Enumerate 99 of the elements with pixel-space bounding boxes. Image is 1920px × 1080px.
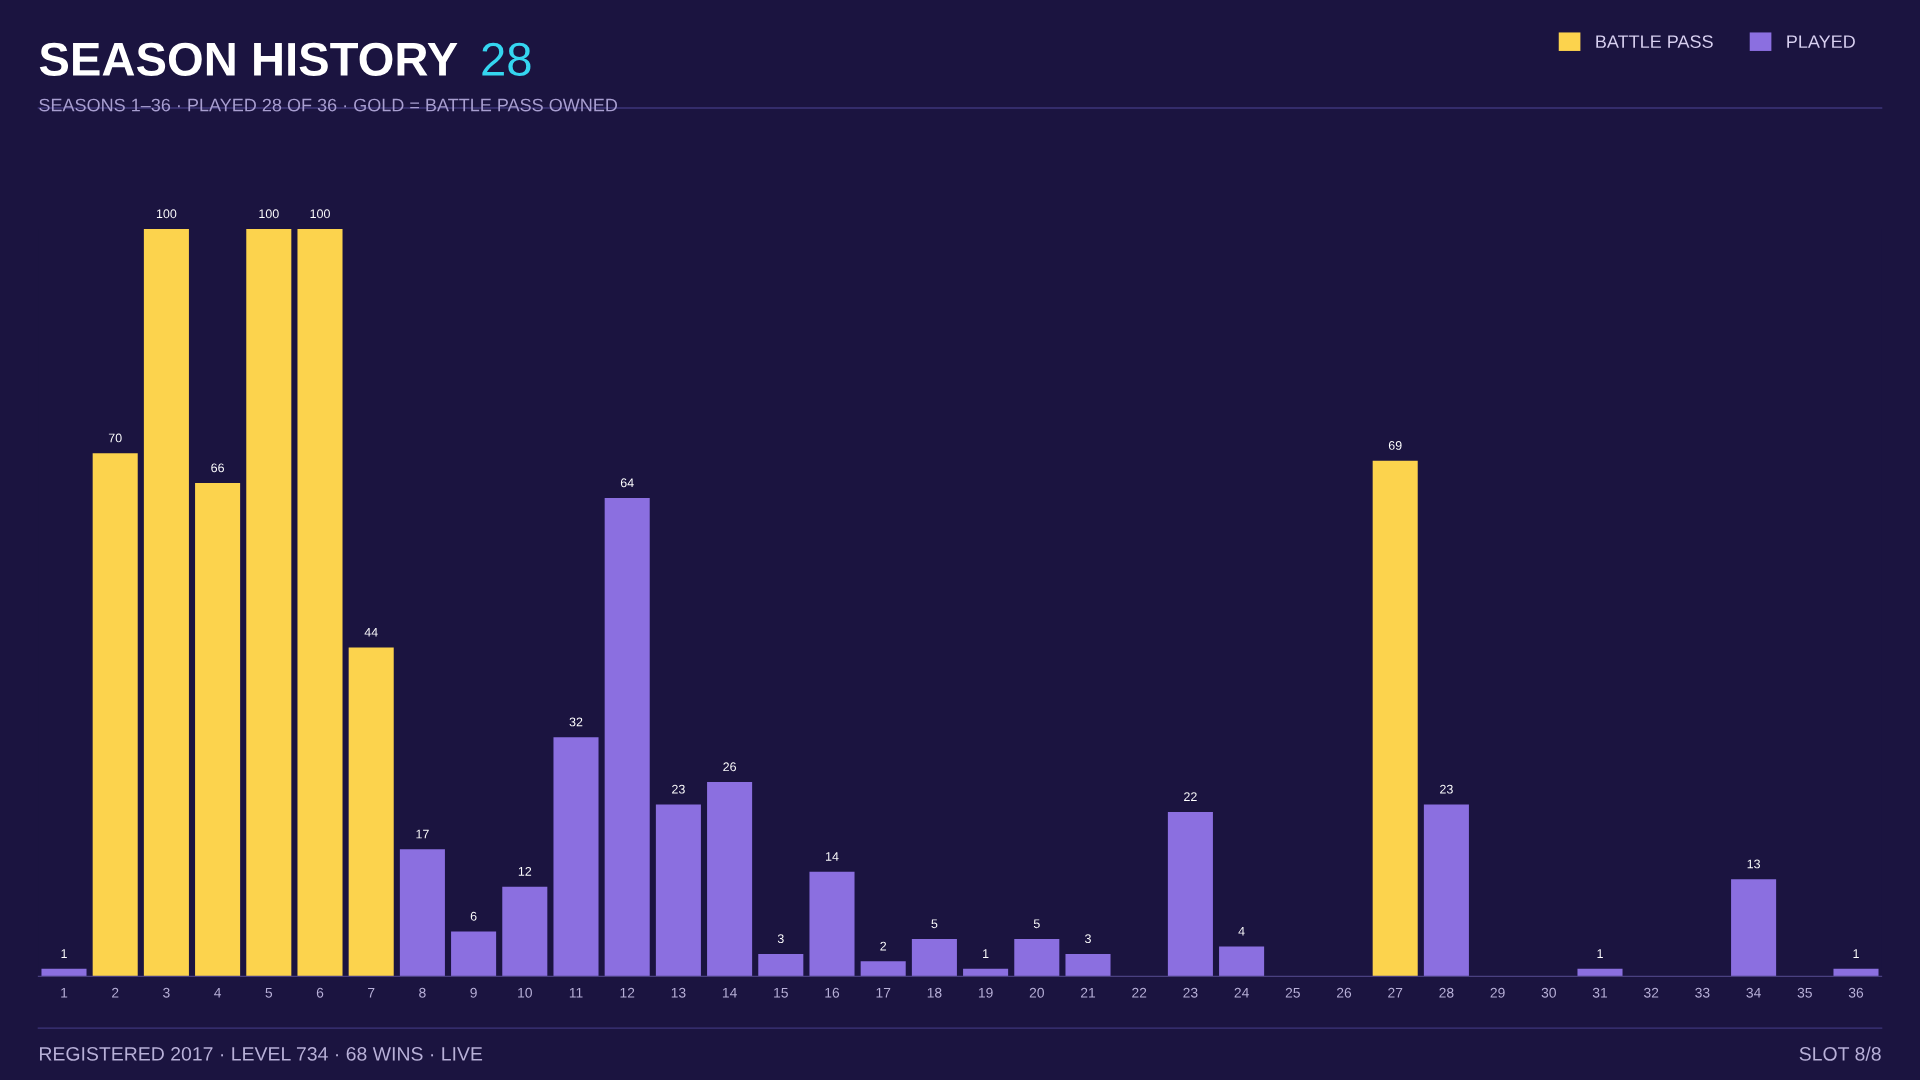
x-tick-label: 21 [1080, 987, 1096, 998]
x-tick-label: 2 [112, 987, 119, 998]
bar [1167, 811, 1213, 977]
x-tick-label: 32 [1644, 987, 1659, 998]
x-tick-label: 25 [1285, 987, 1300, 998]
bar [1423, 804, 1469, 977]
legend-label: BATTLE PASS [1596, 35, 1713, 48]
data-label: 64 [620, 478, 634, 488]
data-label: 5 [931, 919, 938, 929]
bar [1372, 460, 1418, 977]
x-tick-label: 27 [1388, 987, 1403, 998]
bar [911, 938, 957, 977]
bar [1833, 968, 1879, 977]
x-tick-label: 1 [61, 987, 68, 998]
bar [297, 228, 343, 977]
x-tick-label: 16 [825, 987, 840, 998]
data-label: 3 [777, 934, 784, 944]
x-tick-label: 9 [470, 987, 477, 998]
bar [246, 228, 292, 977]
x-tick-label: 10 [518, 987, 532, 998]
x-tick-label: 6 [316, 987, 324, 998]
x-tick-label: 34 [1746, 987, 1761, 998]
x-tick-label: 33 [1695, 987, 1710, 998]
data-label: 22 [1184, 792, 1197, 801]
data-label: 17 [416, 829, 429, 839]
bar [1577, 968, 1623, 977]
text: SLOT 8/8 [1799, 1046, 1881, 1061]
x-tick-label: 12 [620, 987, 635, 998]
bar [502, 886, 548, 977]
data-label: 1 [61, 949, 67, 958]
bar [1219, 946, 1265, 977]
bar [1065, 953, 1111, 977]
x-tick-label: 35 [1797, 987, 1812, 998]
data-label: 2 [880, 941, 887, 951]
x-tick-label: 20 [1029, 987, 1044, 998]
data-label: 66 [211, 463, 224, 473]
data-label: 100 [156, 209, 177, 219]
text: 28 [482, 42, 531, 77]
x-tick-label: 26 [1336, 987, 1352, 998]
x-tick-label: 5 [265, 987, 273, 998]
bar [809, 871, 855, 977]
x-tick-label: 30 [1541, 987, 1556, 998]
bar [860, 961, 906, 977]
bar [195, 483, 241, 977]
data-label: 5 [1033, 919, 1040, 929]
data-label: 32 [569, 717, 583, 727]
chart-title: SEASON HISTORY [39, 42, 458, 77]
data-label: 14 [826, 852, 839, 861]
x-tick-label: 23 [1183, 987, 1198, 998]
bar [399, 849, 445, 977]
x-tick-label: 13 [671, 987, 686, 998]
data-label: 100 [310, 209, 330, 219]
data-label: 4 [1238, 926, 1245, 936]
x-tick-label: 19 [978, 987, 993, 998]
legend-label: PLAYED [1787, 35, 1855, 48]
bar [963, 968, 1009, 977]
bar [1731, 879, 1777, 977]
bar [41, 968, 87, 977]
data-label: 13 [1747, 859, 1760, 869]
bar [553, 737, 599, 977]
x-tick-label: 31 [1592, 987, 1608, 998]
bar [92, 453, 138, 977]
data-label: 1 [983, 949, 989, 958]
bar [348, 647, 394, 977]
data-label: 44 [364, 627, 378, 637]
data-label: 69 [1388, 440, 1402, 450]
data-label: 100 [259, 209, 279, 219]
bar [451, 931, 497, 977]
x-tick-label: 29 [1490, 987, 1505, 998]
data-label: 70 [108, 433, 122, 443]
data-label: 1 [1853, 949, 1859, 958]
chart-subtitle: SEASONS 1–36 · PLAYED 28 OF 36 · GOLD = BATTLE PASS OWNED [39, 98, 618, 112]
x-tick-label: 8 [419, 987, 426, 998]
x-tick-label: 3 [163, 987, 170, 998]
x-tick-label: 15 [774, 987, 788, 998]
data-label: 23 [1440, 784, 1453, 794]
text: REGISTERED 2017 · LEVEL 734 · 68 WINS · LIVE [40, 1046, 483, 1061]
data-label: 23 [672, 784, 685, 794]
data-label: 26 [723, 762, 736, 772]
x-tick-label: 28 [1439, 987, 1454, 998]
x-tick-label: 24 [1234, 987, 1249, 998]
x-tick-label: 18 [927, 987, 942, 998]
bar [143, 228, 189, 977]
data-label: 3 [1085, 934, 1091, 944]
x-tick-label: 11 [569, 987, 583, 998]
data-label: 6 [470, 911, 477, 921]
x-tick-label: 4 [214, 987, 222, 998]
data-label: 1 [1597, 949, 1603, 958]
x-tick-label: 36 [1848, 987, 1864, 998]
x-tick-label: 7 [368, 987, 375, 998]
bar [604, 498, 650, 977]
bar [1014, 938, 1060, 977]
bar [758, 953, 804, 977]
x-tick-label: 14 [722, 987, 737, 998]
bar [707, 782, 753, 977]
bar [655, 804, 701, 977]
x-tick-label: 22 [1132, 987, 1147, 998]
x-tick-label: 17 [876, 987, 891, 998]
data-label: 12 [518, 866, 532, 876]
